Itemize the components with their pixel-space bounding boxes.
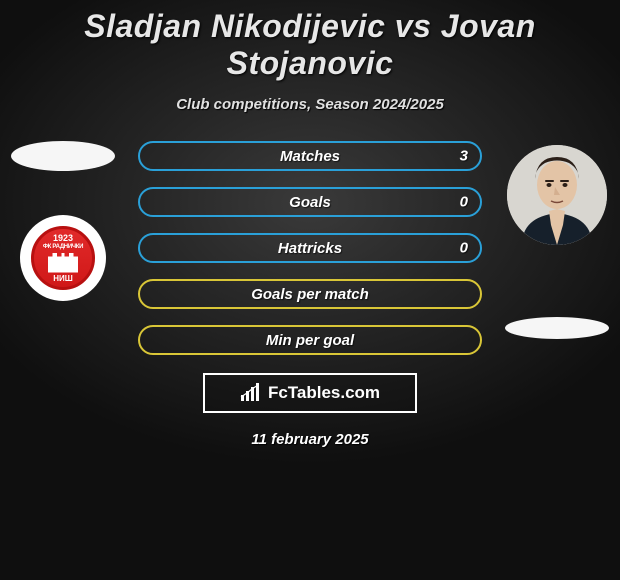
stat-row-hattricks: Hattricks 0 [138,233,482,263]
stats-column: Matches 3 Goals 0 Hattricks 0 Goals per … [118,141,502,355]
club-year: 1923 [53,234,73,243]
stat-label: Matches [280,148,340,165]
club-name-top: ФК РАДНИЧКИ [43,244,83,250]
stat-value-right: 0 [460,194,468,211]
stat-row-matches: Matches 3 [138,141,482,171]
stat-label: Hattricks [278,240,342,257]
stat-label: Min per goal [266,332,354,349]
right-name-pill [505,317,609,339]
page-title: Sladjan Nikodijevic vs Jovan Stojanovic [0,0,620,82]
subtitle: Club competitions, Season 2024/2025 [0,96,620,113]
stat-row-goals-per-match: Goals per match [138,279,482,309]
left-name-pill [11,141,115,171]
right-player-photo [507,145,607,245]
right-player-column [502,141,612,339]
club-name-bottom: НИШ [53,275,73,283]
stat-label: Goals per match [251,286,369,303]
stat-label: Goals [289,194,331,211]
brand-box: FcTables.com [203,373,417,413]
left-player-column: 1923 ФК РАДНИЧКИ НИШ [8,141,118,301]
stat-row-goals: Goals 0 [138,187,482,217]
stat-row-min-per-goal: Min per goal [138,325,482,355]
date-line: 11 february 2025 [0,431,620,448]
brand-text: FcTables.com [268,383,380,403]
castle-icon [48,253,78,273]
bar-chart-icon [240,383,262,403]
stat-value-right: 0 [460,240,468,257]
stat-value-right: 3 [460,148,468,165]
left-club-badge: 1923 ФК РАДНИЧКИ НИШ [20,215,106,301]
